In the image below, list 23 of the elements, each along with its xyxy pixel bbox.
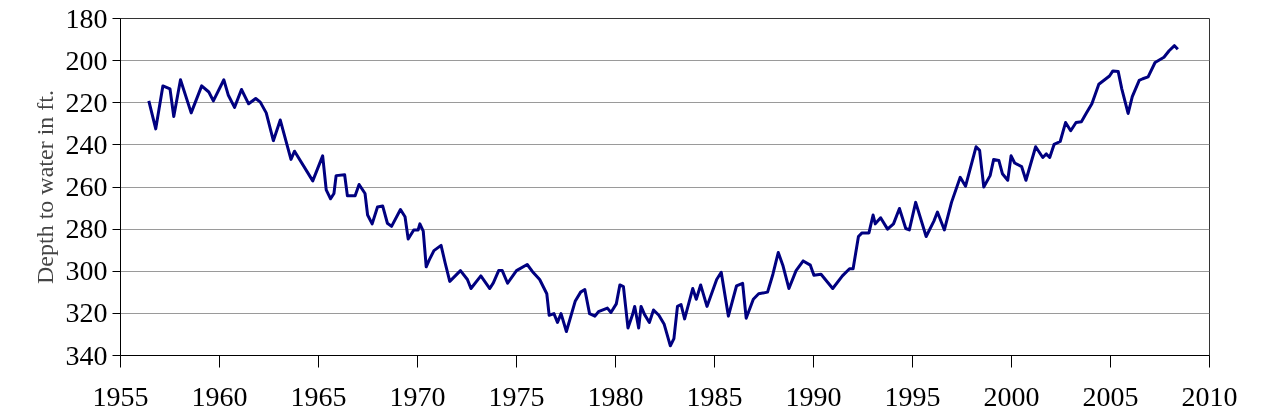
y-tick-label: 200 (65, 44, 108, 76)
y-tick-label: 260 (65, 171, 108, 202)
x-tick-label: 1985 (686, 380, 743, 408)
x-tick-label: 1975 (488, 380, 545, 408)
y-tick-label: 180 (65, 2, 108, 34)
x-tick-label: 1990 (785, 380, 842, 408)
x-tick-label: 1995 (884, 380, 941, 408)
y-tick-label: 300 (65, 255, 108, 287)
x-tick-label: 1980 (587, 380, 644, 408)
x-tick-label: 1970 (389, 380, 446, 408)
y-axis-title: Depth to water in ft. (31, 90, 58, 284)
y-tick-label: 340 (65, 339, 108, 371)
x-tick-label: 1955 (92, 380, 149, 408)
y-tick-label: 220 (65, 86, 108, 118)
x-tick-label: 2000 (983, 380, 1040, 408)
y-tick-label: 280 (65, 213, 108, 245)
x-tick-label: 1965 (290, 380, 347, 408)
y-tick-label: 240 (65, 128, 108, 160)
x-tick-label: 1960 (191, 380, 248, 408)
x-tick-label: 2010 (1181, 380, 1238, 408)
x-tick-label: 2005 (1082, 380, 1139, 408)
line-series (147, 44, 1180, 348)
y-tick-label: 320 (65, 297, 108, 329)
